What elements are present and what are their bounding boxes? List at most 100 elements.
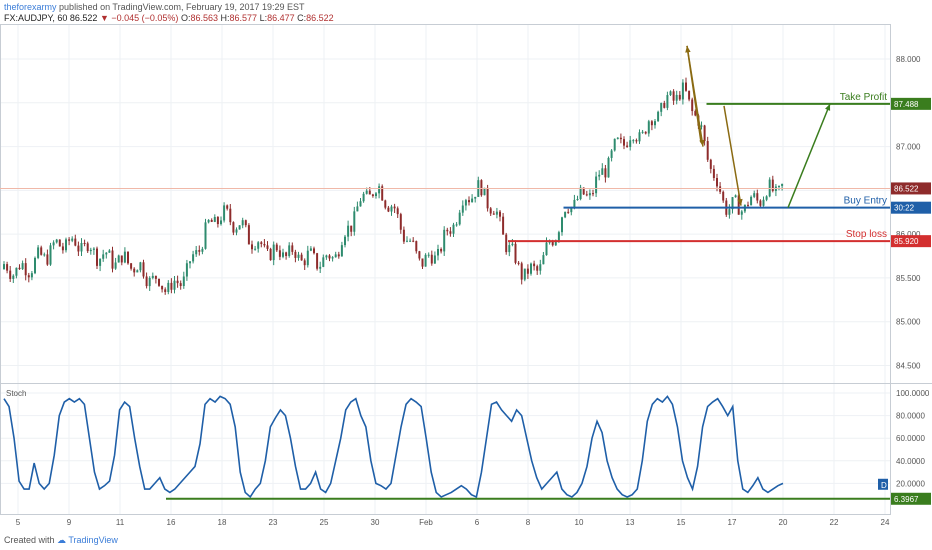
candle-body [394,207,396,209]
candle-body [546,243,548,256]
candle-body [378,186,380,193]
candle-body [387,208,389,212]
candle-body [99,259,101,266]
candle-body [205,222,207,248]
candle-body [645,132,647,134]
candle-body [620,138,622,139]
candle-body [595,177,597,194]
candle-body [115,262,117,268]
candle-body [484,188,486,195]
candle-body [601,168,603,174]
candle-body [59,240,61,247]
candle-body [198,250,200,252]
candle-body [453,225,455,234]
candle-body [180,283,182,286]
candle-body [502,217,504,235]
candle-body [31,273,33,277]
candle-body [446,230,448,231]
candle-body [527,269,529,274]
candle-body [229,209,231,222]
candle-body [313,248,315,253]
candle-body [43,254,45,255]
candle-body [236,229,238,232]
buy-entry-label: Buy Entry [844,196,887,207]
candle-body [573,200,575,207]
candle-body [676,95,678,101]
candle-body [353,211,355,231]
candle-body [279,250,281,257]
price-tick-label: 87.000 [896,143,921,152]
candle-body [539,264,541,270]
price-tick-label: 84.500 [896,361,921,370]
candle-body [499,212,501,217]
candle-body [598,175,600,177]
stoch-tick-label: 40.0000 [896,457,925,466]
candle-body [329,255,331,258]
candle-body [722,192,724,201]
x-tick-label: 18 [218,518,227,527]
candle-body [561,217,563,232]
candle-body [449,231,451,233]
candle-body [46,254,48,264]
candle-body [112,251,114,269]
candle-body [310,248,312,250]
candle-body [524,269,526,280]
x-tick-label: 13 [626,518,635,527]
candle-body [462,206,464,213]
candle-body [713,169,715,178]
tradingview-logo-icon: ☁ [57,535,66,545]
candle-body [127,252,129,264]
x-tick-label: 25 [320,518,329,527]
candle-body [710,160,712,169]
candle-body [685,83,687,91]
candle-body [282,252,284,256]
tradingview-link[interactable]: TradingView [68,535,118,545]
candle-body [403,230,405,242]
x-tick-label: 8 [526,518,531,527]
candle-body [648,121,650,133]
candle-body [6,264,8,271]
candle-body [294,252,296,258]
candle-body [12,276,14,279]
candle-body [34,258,36,273]
candle-body [536,266,538,271]
candle-body [604,168,606,177]
candle-body [406,241,408,242]
candle-body [673,91,675,100]
arrow-down-brown-head [699,140,704,147]
candle-body [437,249,439,255]
candle-body [347,226,349,237]
candle-body [654,121,656,125]
candle-body [96,249,98,266]
candle-body [65,239,67,250]
candle-body [146,276,148,286]
candle-body [74,239,76,246]
candle-body [397,208,399,214]
candle-body [456,224,458,225]
footer: Created with ☁ TradingView [4,535,118,546]
take-profit-tag-value: 87.488 [894,100,919,109]
candle-body [670,91,672,95]
candle-body [728,209,730,215]
candle-body [167,283,169,292]
candle-body [422,258,424,266]
x-tick-label: 22 [830,518,839,527]
candle-body [409,241,411,242]
stoch-layer: Stoch [4,389,890,499]
candle-body [325,255,327,257]
candle-body [663,103,665,108]
candle-body [415,241,417,251]
candle-body [276,245,278,251]
candle-body [254,249,256,250]
stoch-tick-label: 20.0000 [896,479,925,488]
candle-body [130,263,132,268]
candle-body [201,249,203,252]
candle-body [81,243,83,251]
candle-body [270,249,272,260]
candle-body [304,260,306,265]
stoch-value-tag-value: 6.3967 [894,495,919,504]
candle-body [90,250,92,251]
candle-body [37,247,39,258]
candle-body [226,205,228,208]
